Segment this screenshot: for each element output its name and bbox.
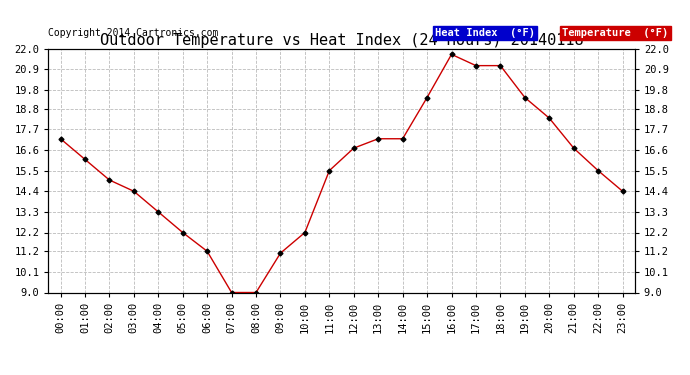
Text: Heat Index  (°F): Heat Index (°F) bbox=[435, 28, 535, 38]
Title: Outdoor Temperature vs Heat Index (24 Hours) 20140118: Outdoor Temperature vs Heat Index (24 Ho… bbox=[100, 33, 583, 48]
Text: Temperature  (°F): Temperature (°F) bbox=[562, 28, 669, 38]
Text: Copyright 2014 Cartronics.com: Copyright 2014 Cartronics.com bbox=[48, 28, 219, 38]
